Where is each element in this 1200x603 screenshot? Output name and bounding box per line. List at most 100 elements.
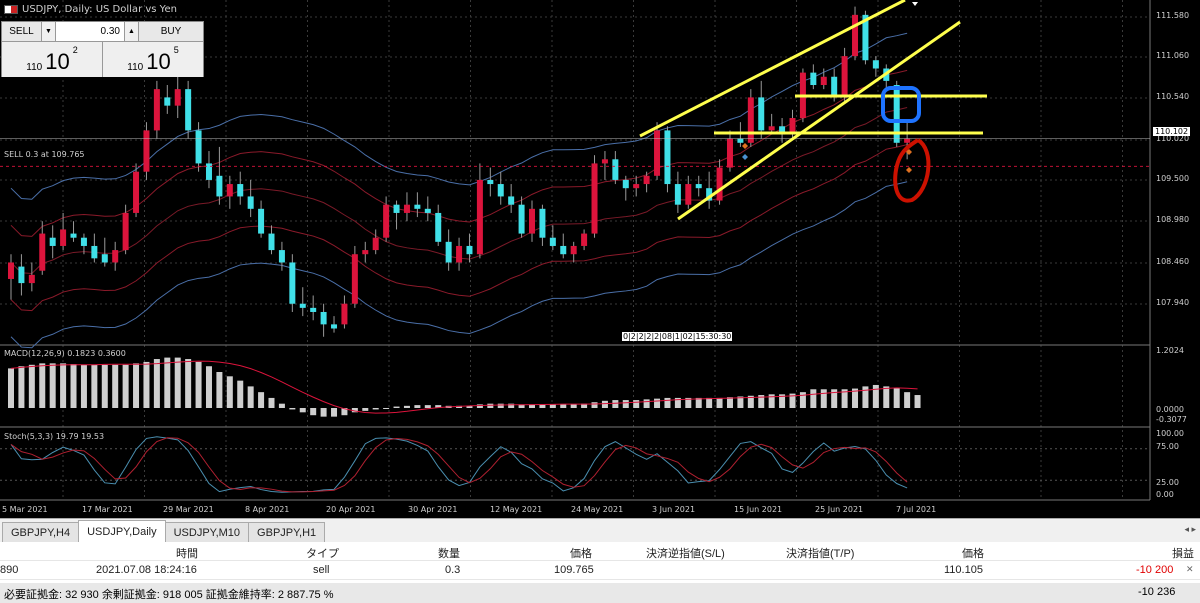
candle-body (164, 97, 171, 106)
trade-terminal: 時間 タイプ 数量 価格 決済逆指値(S/L) 決済指値(T/P) 価格 損益 … (0, 542, 1200, 603)
candle-body (716, 167, 723, 201)
stoch-label: Stoch(5,3,3) 19.79 19.53 (4, 432, 105, 441)
candle-body (466, 245, 473, 255)
macd-bar (60, 363, 67, 408)
header-profit[interactable]: 損益 (1172, 548, 1194, 560)
candle-body (28, 274, 35, 284)
sell-button[interactable]: SELL (2, 22, 42, 41)
buy-price-main: 10 (146, 49, 171, 74)
candle-body (362, 250, 369, 255)
macd-tick: -0.3077 (1156, 415, 1187, 424)
order-arrow-icon (742, 154, 748, 160)
sell-price-main: 10 (45, 49, 70, 74)
candle-timer: 0|2|2|2|2|08|1|02|15:30:30 (622, 332, 733, 341)
header-time[interactable]: 時間 (176, 548, 198, 560)
buy-price-button[interactable]: 110 10 5 (103, 42, 203, 77)
macd-bar (289, 408, 296, 410)
stoch-tick: 25.00 (1156, 478, 1179, 487)
date-tick: 25 Jun 2021 (815, 505, 864, 514)
macd-bar (612, 400, 619, 408)
candle-body (758, 97, 765, 131)
order-line-label[interactable]: SELL 0.3 at 109.765 (4, 150, 85, 159)
date-tick: 29 Mar 2021 (163, 505, 214, 514)
macd-bar (581, 403, 588, 408)
lot-size-input[interactable]: 0.30 (56, 22, 125, 41)
candle-body (174, 89, 181, 106)
cell-current-price: 110.105 (944, 564, 983, 576)
candle-body (289, 262, 296, 304)
date-tick: 24 May 2021 (571, 505, 624, 514)
sell-price-button[interactable]: 110 10 2 (2, 42, 103, 77)
candle-body (581, 233, 588, 246)
date-tick: 20 Apr 2021 (326, 505, 376, 514)
tab-gbpjpy-h4[interactable]: GBPJPY,H4 (2, 522, 80, 542)
bollinger-upper-line (10, 32, 908, 200)
header-volume[interactable]: 数量 (438, 548, 460, 560)
macd-bar (737, 396, 744, 408)
macd-bar (226, 376, 233, 408)
stoch-tick: 100.00 (1156, 429, 1184, 438)
candle-body (435, 212, 442, 242)
buy-button[interactable]: BUY (139, 22, 203, 41)
flag-icon (4, 5, 18, 14)
candle-body (747, 97, 754, 143)
macd-tick: 0.0000 (1156, 405, 1184, 414)
tab-scroll-icon[interactable]: ◂ ▸ (1184, 524, 1196, 534)
candle-body (393, 204, 400, 213)
macd-bar (893, 387, 900, 408)
macd-bar (508, 403, 515, 408)
macd-tick: 1.2024 (1156, 346, 1184, 355)
macd-bar (831, 389, 838, 408)
macd-bar (372, 408, 379, 410)
chart-canvas[interactable] (0, 0, 1200, 518)
cell-ticket: 890 (0, 564, 19, 576)
header-type[interactable]: タイプ (306, 548, 339, 560)
bollinger-lower-line (10, 181, 908, 349)
header-current-price[interactable]: 価格 (962, 548, 984, 560)
tab-gbpjpy-h1[interactable]: GBPJPY,H1 (248, 522, 326, 542)
candle-body (112, 250, 119, 263)
macd-bar (278, 403, 285, 408)
bollinger-inner-lower-line (10, 144, 908, 312)
table-row[interactable]: 890 2021.07.08 18:24:16 sell 0.3 109.765… (0, 561, 1200, 580)
macd-bar (758, 395, 765, 408)
lot-increase-icon[interactable]: ▲ (125, 22, 139, 41)
account-summary: 必要証拠金: 32 930 余剰証拠金: 918 005 証拠金維持率: 2 8… (4, 589, 334, 601)
candle-body (549, 237, 556, 246)
bollinger-inner-upper-line (10, 69, 908, 237)
macd-bar (560, 404, 567, 408)
macd-bar (299, 408, 306, 413)
lot-decrease-icon[interactable]: ▼ (42, 22, 56, 41)
price-chart[interactable]: USDJPY, Daily: US Dollar vs Yen SELL ▼ 0… (0, 0, 1200, 518)
macd-bar (529, 404, 535, 408)
tab-usdjpy-m10[interactable]: USDJPY,M10 (164, 522, 250, 542)
header-sl[interactable]: 決済逆指値(S/L) (646, 548, 725, 560)
close-position-icon[interactable]: ✕ (1186, 564, 1194, 574)
macd-bar (643, 399, 650, 408)
candle-body (622, 179, 629, 189)
trendline-upper (639, 0, 906, 138)
candle-body (258, 208, 265, 234)
candle-body (414, 204, 421, 209)
candle-body (893, 85, 900, 143)
candle-body (872, 60, 879, 69)
header-price[interactable]: 価格 (570, 548, 592, 560)
tab-usdjpy-daily[interactable]: USDJPY,Daily (78, 520, 166, 542)
table-header: 時間 タイプ 数量 価格 決済逆指値(S/L) 決済指値(T/P) 価格 損益 (0, 542, 1200, 561)
candle-body (331, 324, 338, 329)
candle-body (820, 76, 827, 86)
candle-body (726, 138, 733, 168)
candle-body (529, 208, 535, 234)
header-tp[interactable]: 決済指値(T/P) (786, 548, 855, 560)
candle-body (216, 175, 223, 197)
macd-bar (195, 361, 202, 408)
macd-bar (539, 404, 546, 408)
macd-bar (174, 357, 181, 408)
macd-bar (747, 395, 754, 408)
macd-bar (466, 405, 473, 408)
candle-body (633, 184, 640, 189)
macd-bar (143, 361, 150, 408)
macd-bar (237, 380, 244, 408)
candle-body (372, 237, 379, 251)
candle-body (841, 56, 848, 98)
